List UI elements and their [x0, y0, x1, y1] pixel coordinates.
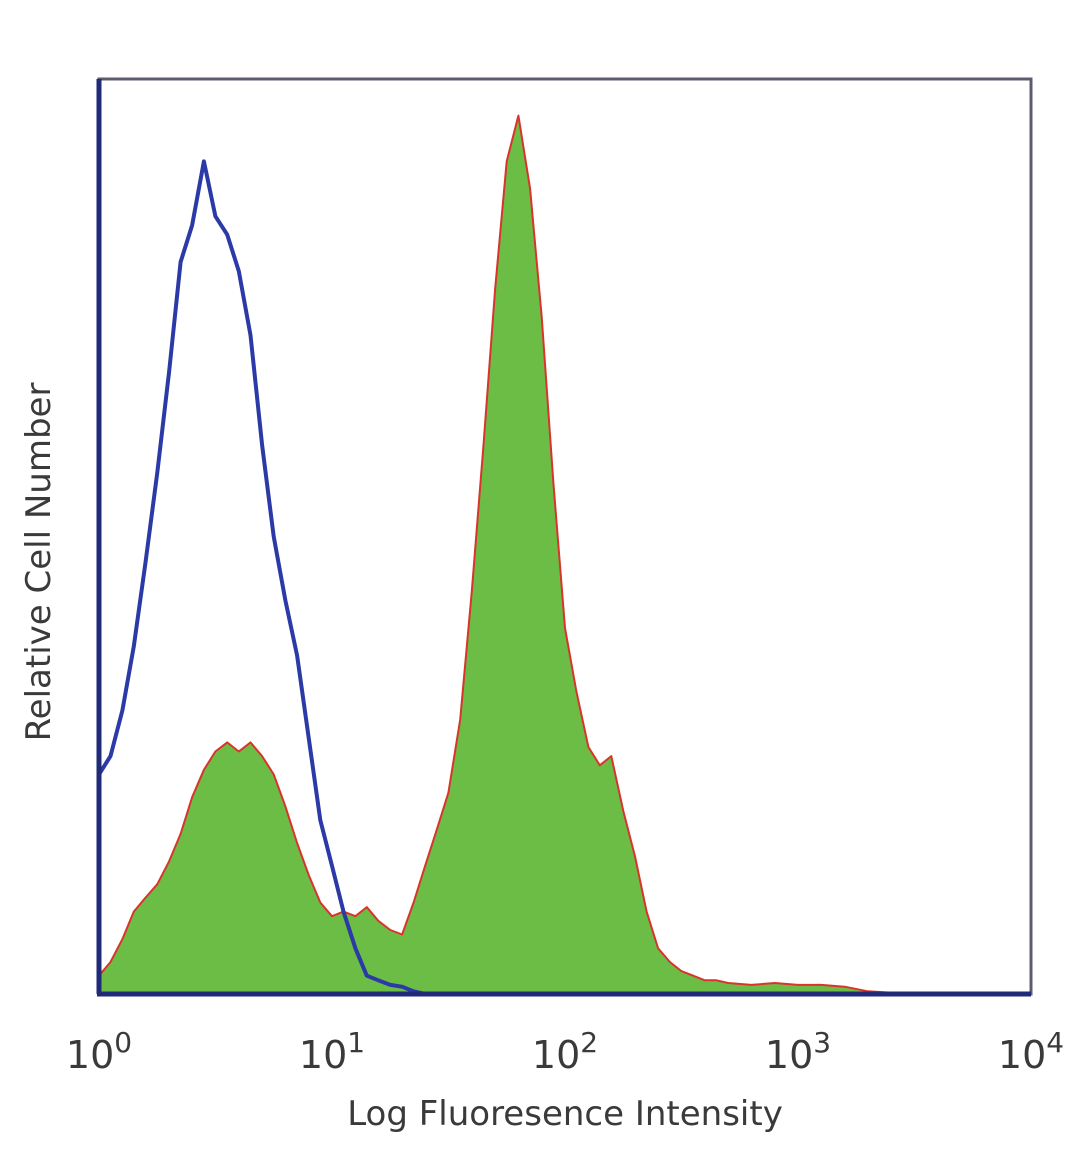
x-tick-label: 101	[299, 1026, 365, 1077]
x-tick-label: 102	[532, 1026, 598, 1077]
x-tick-labels: 100 101 102 103 104	[66, 1026, 1064, 1077]
x-tick-label: 100	[66, 1026, 132, 1077]
x-tick-label: 104	[998, 1026, 1064, 1077]
series-layer	[97, 114, 1032, 996]
y-axis-label: Relative Cell Number	[19, 383, 59, 742]
control-histogram-line	[97, 159, 426, 996]
x-axis-label: Log Fluoresence Intensity	[347, 1094, 783, 1134]
x-tick-label: 103	[765, 1026, 831, 1077]
stained-histogram-area	[98, 114, 1032, 995]
